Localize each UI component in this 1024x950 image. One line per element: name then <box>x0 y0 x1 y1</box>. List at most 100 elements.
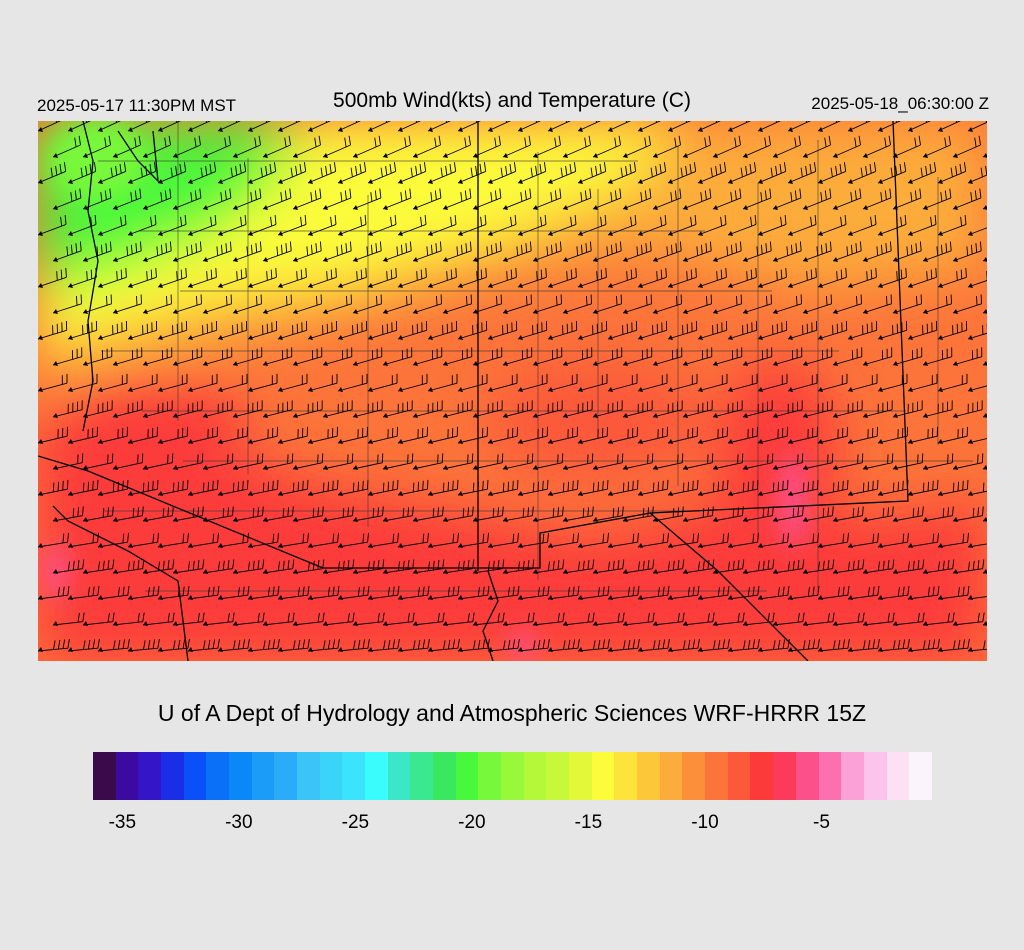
wind-barb-pennant <box>608 439 613 444</box>
wind-barb <box>727 121 751 132</box>
wind-barb <box>232 135 261 158</box>
wind-barb-pennant <box>773 257 778 262</box>
wind-barb-pennant <box>323 517 328 522</box>
wind-barb <box>67 373 98 392</box>
wind-barb-pennant <box>893 413 898 418</box>
wind-barb-pennant <box>143 413 148 418</box>
wind-barb-pennant <box>428 439 433 444</box>
wind-barb-pennant <box>518 283 523 288</box>
wind-barb-pennant <box>788 283 793 288</box>
wind-barb <box>667 267 697 288</box>
wind-barb-pennant <box>713 361 718 366</box>
wind-barb-pennant <box>803 361 808 366</box>
colorbar-swatch <box>410 752 434 800</box>
wind-barb <box>127 638 160 652</box>
wind-barb <box>232 612 265 626</box>
wind-barb <box>82 453 114 470</box>
wind-barb <box>682 347 713 366</box>
wind-barb-pennant <box>668 491 673 496</box>
wind-barb <box>832 188 862 210</box>
wind-barb <box>802 188 832 210</box>
wind-barb-pennant <box>623 361 628 366</box>
wind-barb-pennant <box>233 621 238 626</box>
wind-barb <box>127 532 159 548</box>
wind-barb <box>127 121 151 132</box>
colorbar-tick: -5 <box>813 812 830 833</box>
wind-barb <box>172 188 202 210</box>
wind-barb-pennant <box>668 543 673 548</box>
wind-barb <box>337 267 367 288</box>
wind-barb <box>757 267 787 288</box>
wind-barb-pennant <box>203 205 208 210</box>
wind-barb-pennant <box>98 127 103 132</box>
wind-barb-pennant <box>863 413 868 418</box>
wind-barb <box>757 426 788 444</box>
wind-barb <box>502 612 535 626</box>
wind-barb <box>637 121 661 132</box>
colorbar-swatch <box>614 752 638 800</box>
wind-barb <box>697 320 728 340</box>
wind-barb <box>517 426 548 444</box>
wind-barb-pennant <box>188 491 193 496</box>
wind-barb <box>172 506 204 522</box>
wind-barb-pennant <box>293 205 298 210</box>
wind-barb <box>367 479 399 496</box>
wind-barb <box>367 162 397 184</box>
wind-barb-pennant <box>233 309 238 314</box>
wind-barb-pennant <box>353 621 358 626</box>
wind-barb-pennant <box>113 465 118 470</box>
wind-barb <box>352 612 385 626</box>
wind-barb-pennant <box>893 309 898 314</box>
wind-barb <box>202 612 235 626</box>
wind-barb-pennant <box>518 595 523 600</box>
wind-barb <box>277 121 301 132</box>
wind-barb-pennant <box>803 569 808 574</box>
wind-barb-pennant <box>443 517 448 522</box>
wind-barb <box>682 400 713 418</box>
wind-barb-pennant <box>758 231 763 236</box>
wind-barb <box>652 559 685 574</box>
wind-barb <box>667 373 698 392</box>
wind-barb <box>802 612 835 626</box>
colorbar-swatch <box>161 752 184 800</box>
wind-barb <box>442 241 472 262</box>
wind-barb <box>907 267 937 288</box>
wind-barb-pennant <box>743 309 748 314</box>
wind-barb <box>637 320 668 340</box>
wind-barb <box>202 188 232 210</box>
wind-barb-pennant <box>713 257 718 262</box>
wind-barb-pennant <box>878 439 883 444</box>
wind-barb-pennant <box>548 595 553 600</box>
wind-barb-pennant <box>638 335 643 340</box>
wind-barb-pennant <box>53 361 58 366</box>
wind-barb <box>127 215 157 236</box>
wind-barb <box>727 638 760 652</box>
wind-barb <box>38 121 61 132</box>
wind-barb-pennant <box>983 569 987 574</box>
wind-barb-pennant <box>788 595 793 600</box>
wind-barb-pennant <box>53 569 58 574</box>
wind-barb-pennant <box>983 361 987 366</box>
colorbar-swatch <box>138 752 162 800</box>
wind-barb-pennant <box>173 569 178 574</box>
wind-barb <box>532 453 564 470</box>
wind-barb <box>637 585 670 600</box>
wind-barb <box>232 559 265 574</box>
wind-barb-pennant <box>428 283 433 288</box>
wind-barb-pennant <box>713 205 718 210</box>
wind-barb <box>232 347 263 366</box>
wind-barb-pennant <box>863 465 868 470</box>
wind-barb-pennant <box>908 127 913 132</box>
wind-barb <box>622 453 654 470</box>
wind-barb <box>127 267 157 288</box>
wind-barb-pennant <box>713 621 718 626</box>
wind-barb-pennant <box>308 335 313 340</box>
wind-barb <box>502 241 532 262</box>
wind-barb <box>652 612 685 626</box>
wind-barb <box>38 532 69 548</box>
wind-barb <box>382 135 411 158</box>
wind-barb <box>217 373 248 392</box>
wind-barb <box>142 506 174 522</box>
wind-barb-pennant <box>53 621 58 626</box>
wind-barb-pennant <box>848 283 853 288</box>
